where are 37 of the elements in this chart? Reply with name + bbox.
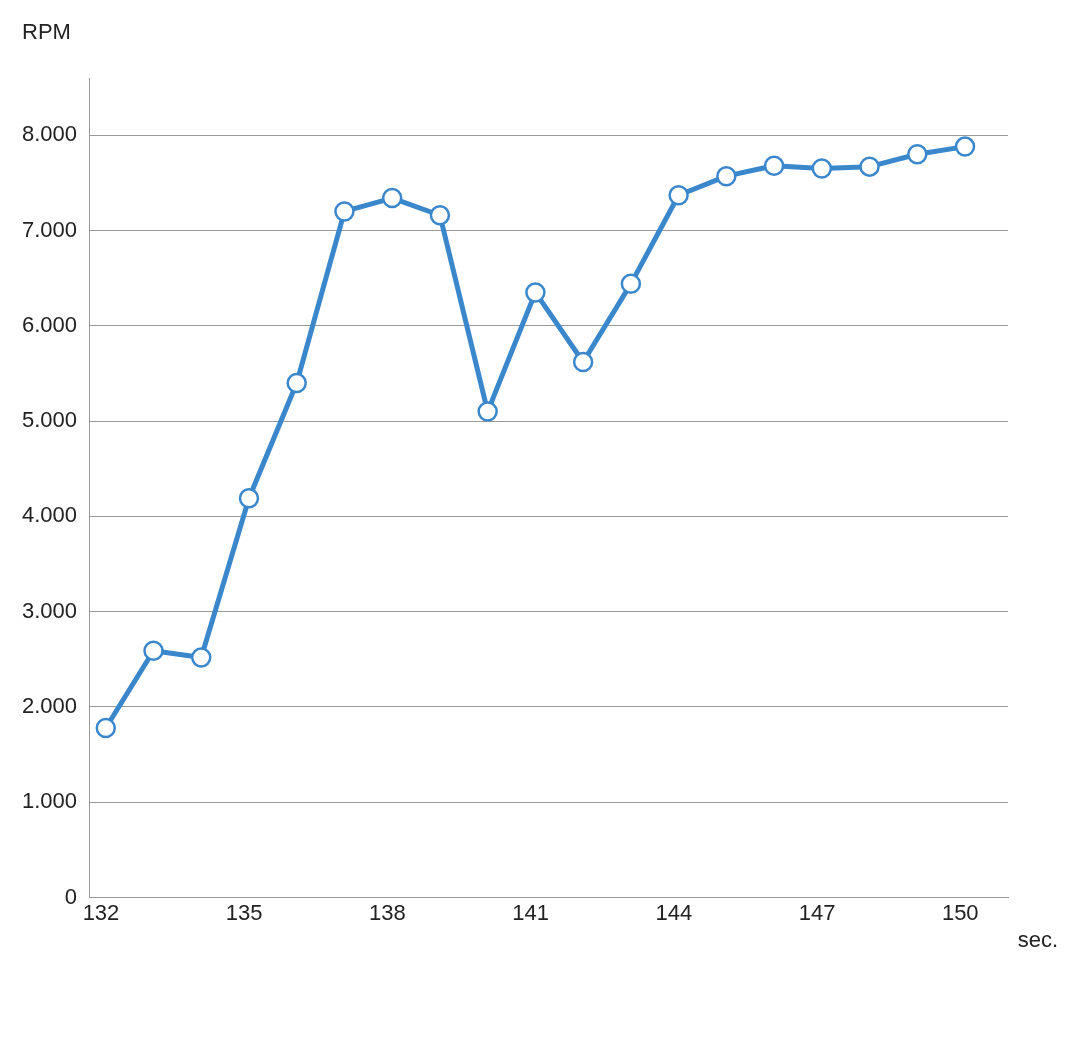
x-tick-label: 135: [225, 899, 263, 925]
point: [907, 143, 928, 165]
x-tick-label: 141: [512, 899, 549, 925]
point: [334, 201, 355, 222]
x-tick-label: 150: [941, 899, 979, 925]
y-tick-label: 5.000: [21, 407, 78, 433]
point: [190, 647, 212, 668]
y-tick-label: 2.000: [21, 693, 78, 719]
point: [668, 184, 689, 206]
point: [620, 273, 642, 295]
point: [716, 165, 737, 187]
point: [954, 136, 976, 157]
point: [238, 488, 260, 509]
point: [286, 372, 307, 394]
x-tick-label: 132: [82, 899, 120, 925]
y-tick-label: 8.000: [21, 121, 78, 147]
y-tick-label: 3.000: [21, 597, 78, 623]
x-tick-label: 147: [798, 899, 836, 925]
point: [525, 282, 546, 303]
y-tick-label: 4.000: [21, 502, 78, 528]
point: [572, 351, 594, 373]
point: [477, 401, 498, 422]
y-tick-label: 6.000: [21, 311, 78, 337]
point: [763, 155, 785, 176]
x-tick-label: 138: [369, 899, 406, 925]
point: [811, 158, 833, 179]
point: [143, 640, 164, 662]
point: [381, 187, 403, 209]
point: [95, 717, 117, 739]
y-axis-title: RPM: [22, 19, 71, 45]
point: [859, 156, 880, 177]
point: [429, 204, 451, 226]
x-tick-label: 144: [655, 899, 693, 925]
x-axis-title: sec.: [1017, 927, 1058, 953]
y-tick-label: 7.000: [21, 216, 78, 242]
y-tick-label: 1.000: [21, 788, 78, 814]
y-tick-label: 0: [64, 883, 78, 909]
